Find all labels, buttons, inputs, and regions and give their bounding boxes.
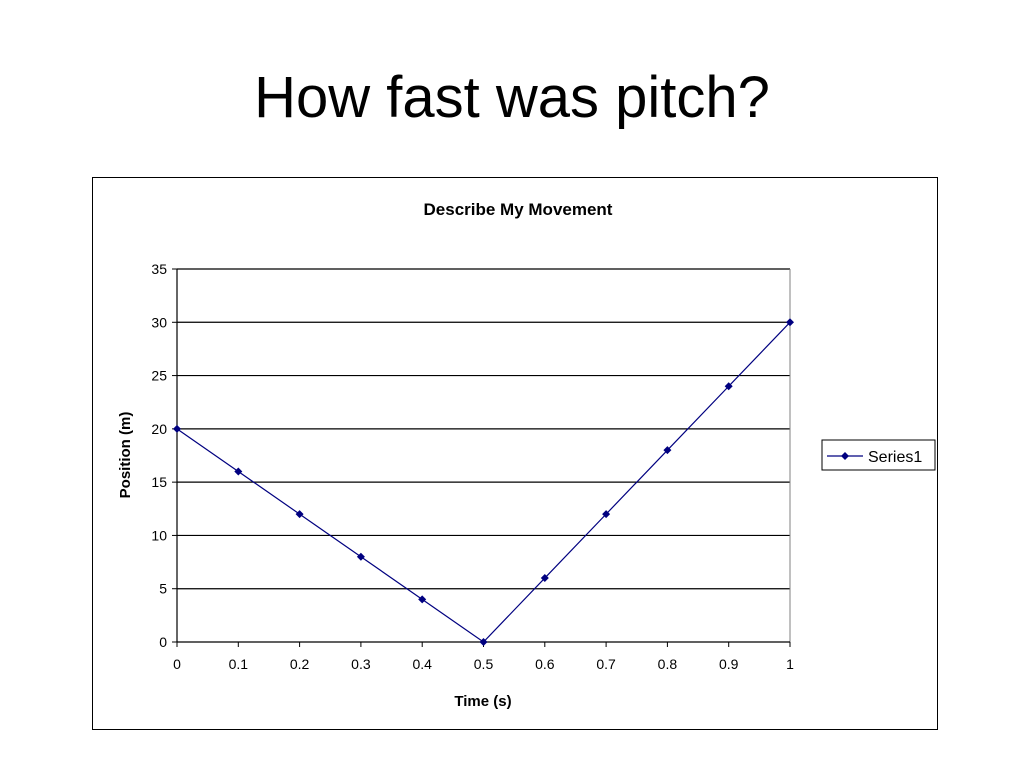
- y-tick-label: 15: [151, 474, 167, 490]
- y-axis-label: Position (m): [117, 412, 134, 499]
- x-tick-label: 0.4: [412, 656, 432, 672]
- series-layer: [173, 318, 794, 646]
- axes: [172, 268, 791, 647]
- tick-labels: 0 5 10 15 20 25 30 35 0 0.1 0.2 0.3 0.4 0.5 0.6 0.7 0.8 0…: [151, 261, 794, 672]
- chart-title: Describe My Movement: [424, 200, 613, 219]
- x-tick-label: 0.8: [658, 656, 678, 672]
- chart-frame: Describe My Movement Time (s) Position (…: [92, 177, 938, 730]
- legend-marker-sample: [841, 452, 849, 460]
- y-tick-label: 5: [159, 581, 167, 597]
- x-axis-label: Time (s): [454, 693, 511, 710]
- grid-lines: [177, 268, 790, 590]
- y-tick-label: 20: [151, 421, 167, 437]
- data-point-0.3: [356, 552, 365, 561]
- data-point-1: [786, 318, 794, 327]
- data-point-0.1: [234, 467, 243, 476]
- y-tick-label: 10: [151, 527, 167, 543]
- y-tick-label: 0: [159, 634, 167, 650]
- x-tick-label: 0: [173, 656, 181, 672]
- data-point-0.9: [724, 382, 733, 391]
- x-tick-label: 0.9: [719, 656, 739, 672]
- legend-series-label: Series1: [868, 449, 922, 466]
- x-tick-label: 0.3: [351, 656, 371, 672]
- x-tick-label: 0.7: [596, 656, 616, 672]
- data-point-0.4: [418, 595, 427, 604]
- slide-title: How fast was pitch?: [254, 65, 770, 130]
- data-point-0: [173, 424, 181, 433]
- x-tick-label: 0.6: [535, 656, 555, 672]
- y-tick-label: 30: [151, 314, 167, 330]
- y-tick-label: 25: [151, 368, 167, 384]
- x-tick-label: 1: [786, 656, 794, 672]
- x-tick-label: 0.2: [290, 656, 310, 672]
- x-tick-label: 0.1: [229, 656, 249, 672]
- line-chart: Describe My Movement Time (s) Position (…: [117, 200, 936, 710]
- data-point-0.2: [295, 510, 304, 519]
- legend-box: [821, 439, 936, 471]
- legend: Series1: [821, 439, 936, 471]
- data-point-0.6: [540, 574, 549, 583]
- x-tick-label: 0.5: [474, 656, 494, 672]
- y-tick-label: 35: [151, 261, 167, 277]
- data-point-0.8: [663, 446, 672, 455]
- data-point-0.5: [479, 638, 488, 646]
